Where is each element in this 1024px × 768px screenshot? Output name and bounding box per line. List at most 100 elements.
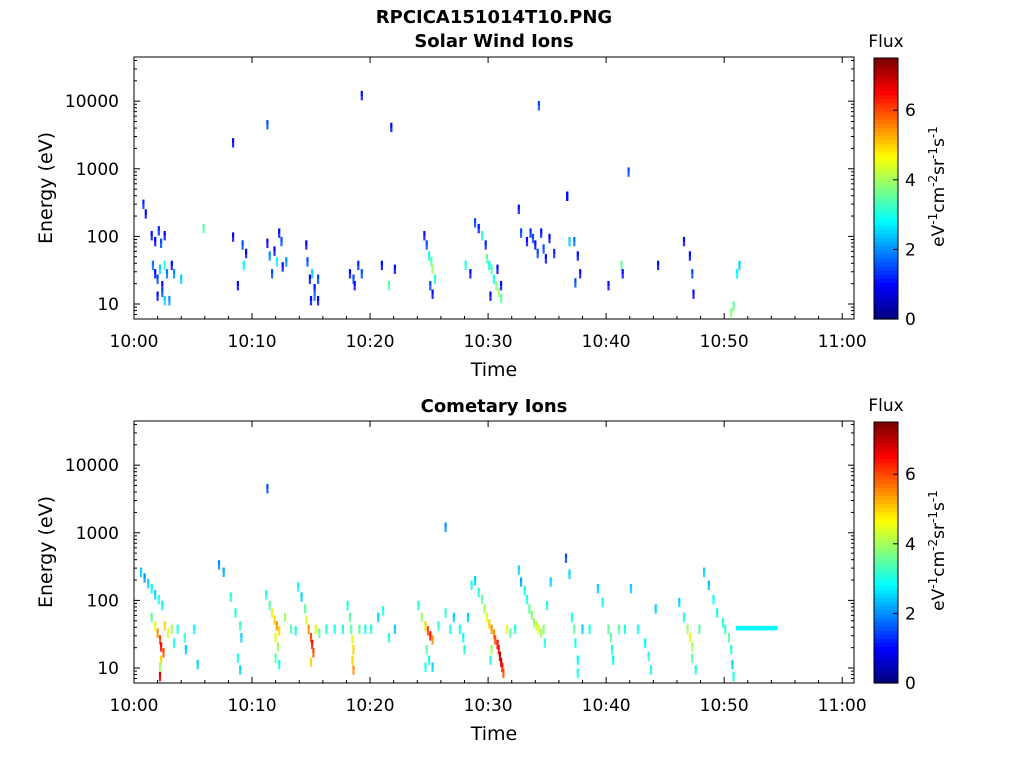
colorbar-swatch <box>874 139 898 145</box>
heatmap-cell <box>627 167 630 173</box>
heatmap-cell <box>304 609 307 614</box>
heatmap-cell <box>265 595 268 600</box>
heatmap-cell <box>588 629 591 635</box>
heatmap-cell <box>276 642 280 648</box>
heatmap-cell <box>168 301 171 306</box>
heatmap-cell <box>488 624 491 629</box>
heatmap-cell <box>309 638 313 643</box>
colorbar-swatch <box>874 629 898 635</box>
heatmap-cell <box>183 638 186 643</box>
heatmap-cell <box>313 296 316 301</box>
heatmap-cell <box>542 244 545 250</box>
heatmap-cell <box>234 608 237 614</box>
colorbar-swatch <box>874 581 898 586</box>
heatmap-cell <box>576 256 579 261</box>
heatmap-cell <box>150 231 153 237</box>
heatmap-cell <box>276 647 280 652</box>
colorbar-tick-label: 4 <box>905 171 916 191</box>
heatmap-cell <box>274 658 277 663</box>
heatmap-cell <box>393 264 396 270</box>
heatmap-cell <box>621 269 624 275</box>
heatmap-cell <box>364 629 367 635</box>
colorbar-swatch <box>874 470 898 476</box>
heatmap-cell <box>477 229 480 234</box>
heatmap-cell <box>333 624 336 630</box>
heatmap-cell <box>636 629 640 635</box>
colorbar-swatch <box>874 430 898 435</box>
heatmap-cell <box>387 633 391 639</box>
heatmap-cell <box>581 629 584 635</box>
heatmap-cell <box>485 259 488 264</box>
heatmap-cell <box>533 623 536 628</box>
heatmap-cell <box>431 667 434 672</box>
x-tick-label: 10:00 <box>110 696 159 716</box>
heatmap-cell <box>325 629 328 635</box>
heatmap-cell <box>548 239 551 244</box>
heatmap-cell <box>229 592 232 598</box>
heatmap-cell <box>358 624 361 630</box>
heatmap-cell <box>222 567 225 573</box>
heatmap-cell <box>280 236 283 243</box>
heatmap-cell <box>686 629 689 635</box>
heatmap-cell <box>691 269 694 275</box>
heatmap-cell <box>542 249 545 254</box>
heatmap-cell <box>161 287 164 293</box>
heatmap-cell <box>721 623 725 628</box>
heatmap-cell <box>618 629 621 635</box>
heatmap-cell <box>173 269 176 275</box>
y-tick-label: 10000 <box>65 456 119 476</box>
heatmap-cell <box>535 621 538 627</box>
heatmap-cell <box>425 240 428 246</box>
heatmap-cell <box>163 236 166 241</box>
heatmap-cell <box>629 589 632 594</box>
heatmap-cell <box>535 626 538 631</box>
colorbar-swatch <box>874 143 898 149</box>
heatmap-cell <box>317 301 320 306</box>
heatmap-cell <box>280 242 283 247</box>
heatmap-cell <box>727 633 730 639</box>
heatmap-cell <box>520 582 523 587</box>
colorbar-swatch <box>874 646 898 651</box>
heatmap-cell <box>573 236 576 243</box>
colorbar-swatch <box>874 78 898 84</box>
heatmap-cell <box>268 606 271 611</box>
heatmap-cell <box>474 576 477 582</box>
heatmap-cell <box>429 631 432 637</box>
heatmap-cell <box>285 262 288 267</box>
heatmap-cell <box>154 590 157 596</box>
heatmap-cell <box>466 612 470 618</box>
heatmap-cell <box>431 289 434 295</box>
colorbar-tick-label: 6 <box>905 101 916 121</box>
colorbar-swatch <box>874 98 898 104</box>
colorbar-swatch <box>874 70 898 75</box>
colorbar-swatch <box>874 82 898 88</box>
x-tick-label: 10:30 <box>464 696 513 716</box>
heatmap-cell <box>494 640 497 645</box>
heatmap-cell <box>425 650 428 655</box>
plot-frame <box>133 420 855 684</box>
heatmap-cell <box>654 609 657 614</box>
heatmap-cell <box>483 604 486 610</box>
colorbar-swatch <box>874 621 898 627</box>
heatmap-cell <box>458 624 461 630</box>
heatmap-cell <box>307 624 310 630</box>
heatmap-cell <box>620 265 623 271</box>
heatmap-cell <box>492 629 496 635</box>
colorbar-swatch <box>874 278 898 283</box>
heatmap-cell <box>466 618 470 623</box>
colorbar-swatch <box>874 237 898 243</box>
heatmap-cell <box>470 580 473 586</box>
heatmap-cell <box>317 279 320 284</box>
heatmap-cell <box>573 242 576 247</box>
colorbar-swatch <box>874 90 898 96</box>
heatmap-cell <box>170 265 173 271</box>
heatmap-cell <box>274 633 277 639</box>
heatmap-cell <box>300 592 303 598</box>
heatmap-cell <box>424 667 427 672</box>
heatmap-cell <box>202 223 205 230</box>
heatmap-cell <box>278 660 281 666</box>
heatmap-cell <box>612 655 615 661</box>
heatmap-cell <box>570 612 573 618</box>
heatmap-cell <box>309 296 313 302</box>
heatmap-cell <box>732 306 735 311</box>
